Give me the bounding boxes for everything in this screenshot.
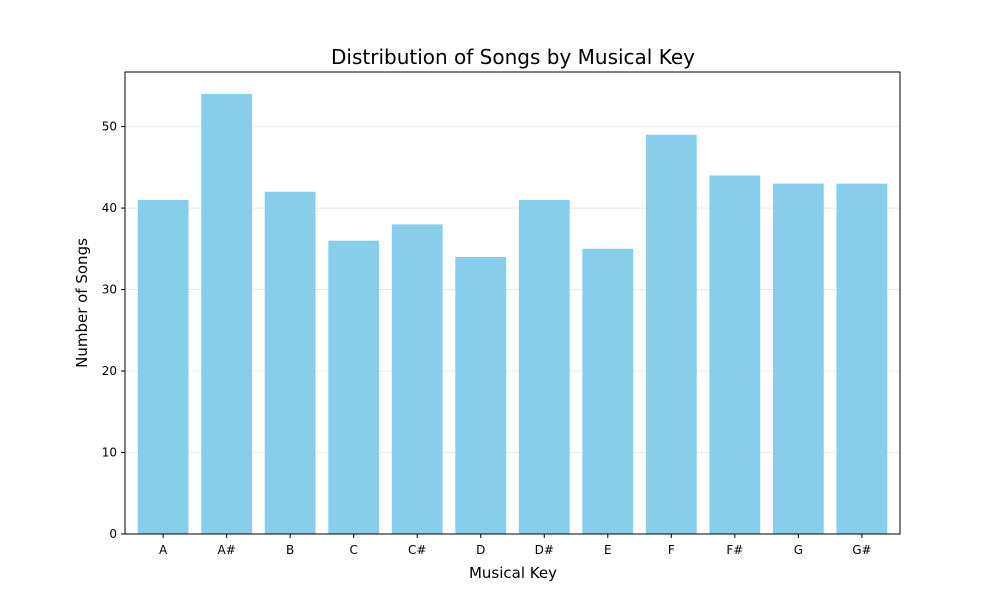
bar (772, 183, 824, 534)
y-tick-label: 30 (102, 283, 117, 297)
y-tick-label: 0 (109, 527, 117, 541)
x-tick-label: D (476, 543, 485, 557)
y-tick-label: 50 (102, 120, 117, 134)
y-axis-label: Number of Songs (73, 238, 91, 368)
y-tick-label: 20 (102, 364, 117, 378)
y-tick-label: 10 (102, 446, 117, 460)
x-axis-ticks: A A# B C C# D D# E F F# G G# (159, 534, 872, 557)
bar (264, 191, 316, 534)
bar (328, 240, 380, 534)
x-tick-label: B (286, 543, 294, 557)
x-tick-label: A# (218, 543, 236, 557)
bar (455, 256, 507, 534)
bar (836, 183, 888, 534)
y-tick-label: 40 (102, 201, 117, 215)
x-tick-label: D# (535, 543, 554, 557)
x-tick-label: A (159, 543, 168, 557)
bar (137, 199, 189, 535)
x-tick-label: C (349, 543, 357, 557)
bar (709, 175, 761, 534)
x-tick-label: G# (852, 543, 871, 557)
x-tick-label: G (794, 543, 803, 557)
chart-title: Distribution of Songs by Musical Key (331, 45, 695, 69)
x-tick-label: F (668, 543, 675, 557)
plot-frame (124, 71, 901, 535)
bar (201, 94, 253, 534)
bar (518, 199, 570, 535)
bars (137, 94, 888, 535)
x-axis-label: Musical Key (469, 564, 557, 582)
bar (645, 134, 697, 535)
bar (391, 224, 443, 535)
x-tick-label: E (604, 543, 612, 557)
x-tick-label: F# (726, 543, 743, 557)
x-tick-label: C# (408, 543, 426, 557)
bar (582, 248, 634, 534)
y-axis-ticks: 0 10 20 30 40 50 (102, 120, 125, 541)
